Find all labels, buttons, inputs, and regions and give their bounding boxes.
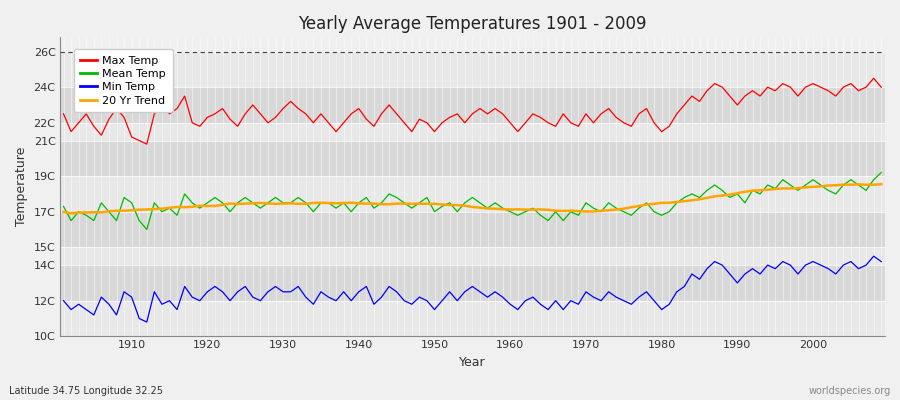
X-axis label: Year: Year	[459, 356, 486, 369]
Bar	[59, 87, 885, 123]
Bar	[59, 265, 885, 301]
Bar	[59, 212, 885, 247]
Text: worldspecies.org: worldspecies.org	[809, 386, 891, 396]
Bar	[59, 301, 885, 336]
Bar	[59, 140, 885, 176]
Bar	[59, 52, 885, 87]
Y-axis label: Temperature: Temperature	[15, 147, 28, 226]
Bar	[59, 123, 885, 140]
Title: Yearly Average Temperatures 1901 - 2009: Yearly Average Temperatures 1901 - 2009	[298, 15, 646, 33]
Bar	[59, 247, 885, 265]
Legend: Max Temp, Mean Temp, Min Temp, 20 Yr Trend: Max Temp, Mean Temp, Min Temp, 20 Yr Tre…	[74, 49, 173, 112]
Bar	[59, 176, 885, 212]
Text: Latitude 34.75 Longitude 32.25: Latitude 34.75 Longitude 32.25	[9, 386, 163, 396]
